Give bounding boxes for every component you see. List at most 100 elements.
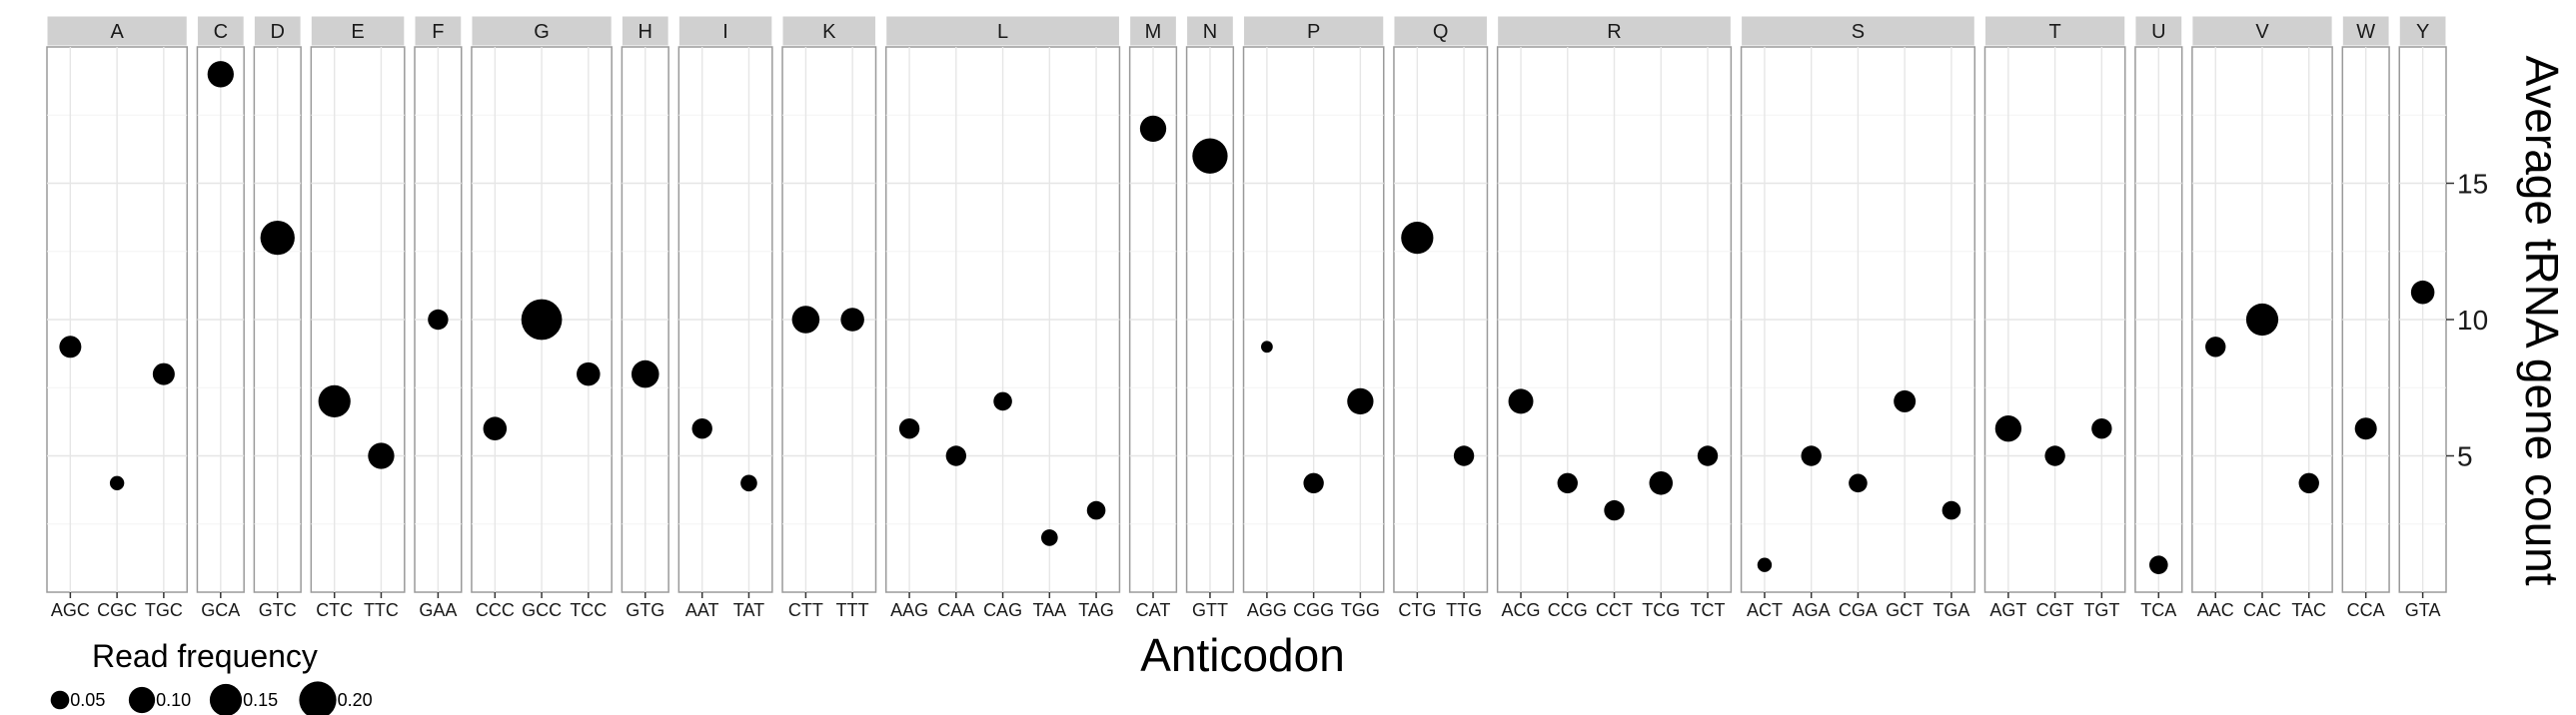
legend-label: 0.20 [338,690,373,710]
data-point [368,442,395,469]
data-point [840,308,864,332]
facet-panel-t: T AGT CGT TGT [1983,15,2126,620]
legend-key [299,681,337,715]
data-point [1139,115,1167,143]
x-tick-label: ACG [1502,600,1541,620]
x-tick-label: TAA [1032,600,1066,620]
data-point [1757,557,1773,572]
x-tick-label: GAA [419,600,457,620]
x-tick-label: CGG [1293,600,1334,620]
legend-label: 0.10 [156,690,191,710]
data-point [1994,415,2022,442]
x-tick-label: GTG [626,600,664,620]
facet-panel-g: G CCC GCC TCC [471,15,613,620]
data-point [428,309,449,331]
facet-panel-d: D GTC [253,15,302,620]
x-tick-label: ACT [1747,600,1783,620]
data-point [1894,389,1917,412]
facet-strip-label: P [1307,21,1320,43]
y-tick-label: 5 [2457,441,2473,472]
data-point [109,475,125,491]
facet-panel-y: Y GTA [2398,15,2447,620]
facet-strip [1983,15,2126,47]
x-tick-label: CGT [2036,600,2074,620]
x-tick-label: CTT [788,600,823,620]
x-axis-title: Anticodon [1140,629,1345,681]
data-point [260,220,295,256]
data-point [631,359,659,388]
x-tick-label: AAG [890,600,928,620]
facet-panel-i: I AAT TAT [677,15,773,620]
data-point [1557,472,1578,493]
legend-label: 0.05 [70,690,105,710]
x-tick-label: GTC [259,600,297,620]
facet-strip-label: G [534,21,550,43]
x-tick-label: TCC [570,600,607,620]
data-point [2410,280,2435,305]
facet-strip-label: Q [1433,21,1449,43]
data-point [945,445,967,466]
facet-panel-p: P AGG CGG TGG [1242,15,1385,620]
legend: Read frequency 0.05 0.10 0.15 0.20 [50,638,373,715]
x-tick-label: GCC [522,600,562,620]
data-point [152,362,175,385]
facet-strip-label: F [432,21,444,43]
data-point [1401,221,1434,255]
facet-strip [310,15,406,47]
facet-strip [1186,15,1234,47]
facet-panel-h: H GTG [621,15,669,620]
x-tick-label: CAT [1136,600,1171,620]
data-point [2044,445,2065,466]
facet-strip-label: W [2356,21,2375,43]
x-tick-label: TCA [2140,600,2176,620]
data-point [1849,473,1868,493]
x-tick-label: TTG [1446,600,1482,620]
y-axis: 5 10 15 [2446,169,2488,472]
data-point [691,418,712,439]
x-tick-label: GCA [201,600,240,620]
data-point [898,418,920,439]
x-tick-label: TCT [1691,600,1726,620]
x-tick-label: GTA [2405,600,2441,620]
x-tick-label: TGA [1932,600,1969,620]
facet-strip-label: R [1607,21,1621,43]
facet-strip [414,15,463,47]
facet-strip [677,15,773,47]
data-point [1801,445,1822,466]
x-tick-label: CCT [1596,600,1633,620]
facet-strip [1243,15,1385,47]
x-tick-label: CCG [1548,600,1588,620]
facet-strip [1497,15,1732,47]
data-point [521,299,563,341]
facet-strip [885,15,1120,47]
data-point [1508,388,1534,414]
x-tick-label: TGC [145,600,183,620]
x-tick-label: CGA [1839,600,1878,620]
data-point [577,361,601,386]
x-tick-label: CCC [476,600,515,620]
facet-strip-label: K [822,21,836,43]
legend-key [209,683,243,715]
facet-strip [46,15,188,47]
facet-strip [2341,15,2390,47]
facet-strip [2398,15,2447,47]
x-tick-label: TGT [2083,600,2119,620]
facet-panel-e: E CTC TTC [310,15,406,620]
data-point [791,306,820,334]
data-point [2205,337,2226,358]
data-point [2298,472,2319,493]
facet-strip-label: I [722,21,728,43]
facet-panel-q: Q CTG TTG [1393,15,1489,620]
y-axis-title: Average tRNA gene count [2516,55,2568,585]
facet-panel-u: U TCA [2134,15,2183,620]
data-point [1261,341,1273,354]
x-tick-label: CAG [983,600,1022,620]
facet-panel-k: K CTT TTT [781,15,877,620]
facet-strip [253,15,302,47]
facet-strip-label: S [1852,21,1865,43]
facet-strip [2134,15,2183,47]
facet-panel-n: N GTT [1185,15,1235,620]
x-tick-label: CCA [2347,600,2385,620]
facet-strip-label: T [2049,21,2061,43]
